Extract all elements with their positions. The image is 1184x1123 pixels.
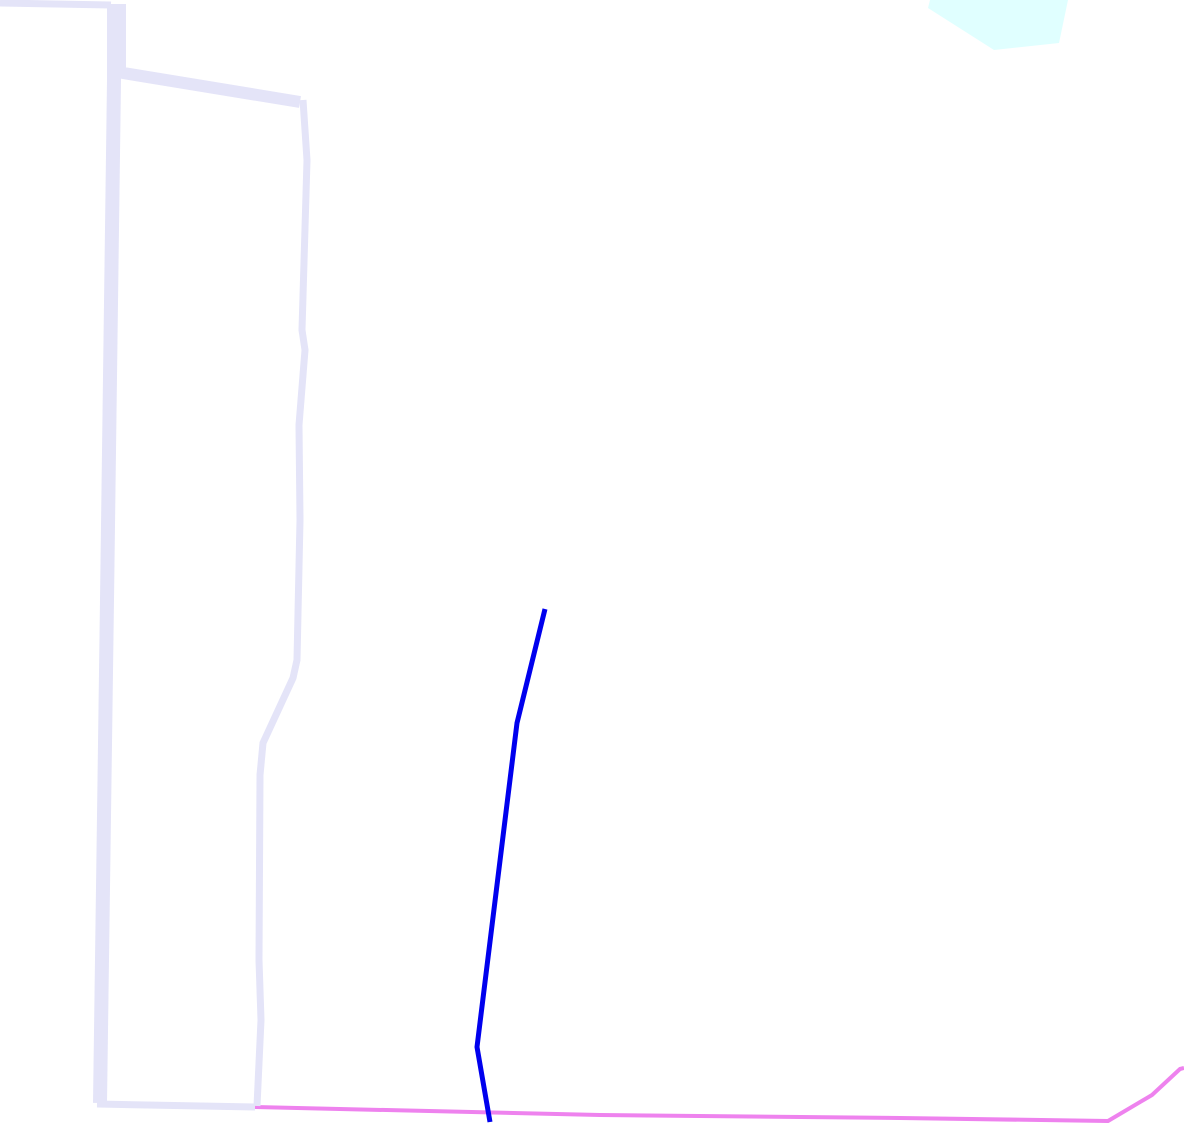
road-segment-right-branch xyxy=(253,99,311,1107)
road-network xyxy=(0,0,311,1111)
pink-route xyxy=(254,1066,1184,1123)
road-segment-main-vertical xyxy=(93,4,121,1104)
blue-route xyxy=(474,608,548,1123)
road-segment-diagonal xyxy=(116,66,301,108)
road-segment-bottom xyxy=(96,1100,256,1111)
water-area xyxy=(928,0,1068,50)
road-segment-top xyxy=(0,0,112,9)
